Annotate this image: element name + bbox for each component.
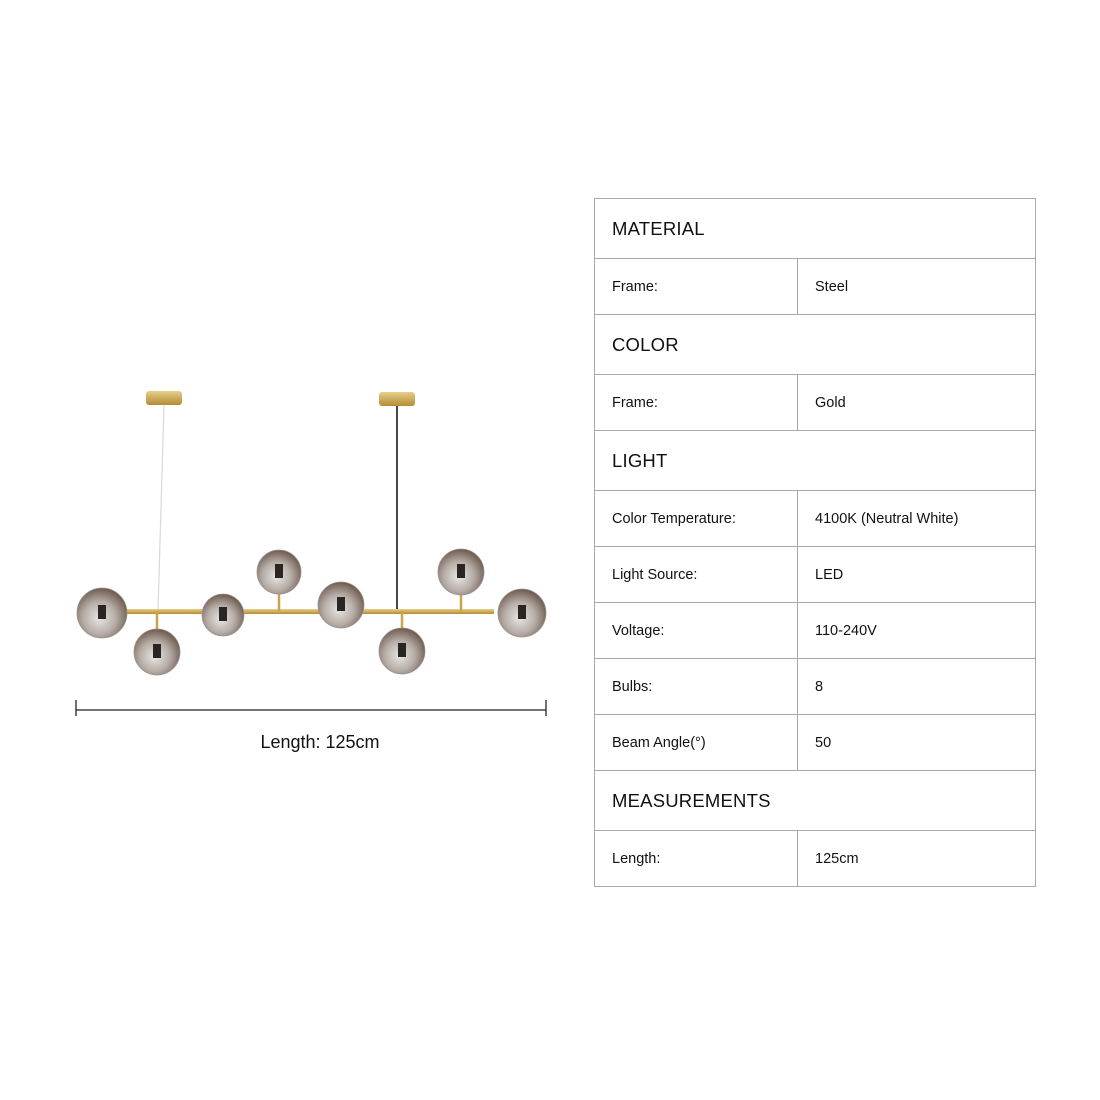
spec-value: Gold: [797, 374, 1036, 431]
spec-key: Bulbs:: [594, 658, 798, 715]
glass-globe: [437, 548, 485, 611]
spec-row: Frame: Gold: [594, 374, 1036, 431]
spec-key: Color Temperature:: [594, 490, 798, 547]
glass-globe: [76, 587, 128, 639]
spec-row: Color Temperature: 4100K (Neutral White): [594, 490, 1036, 547]
spec-value: Steel: [797, 258, 1036, 315]
spec-key: Beam Angle(°): [594, 714, 798, 771]
glass-globe: [497, 588, 547, 638]
chandelier-product-image: [75, 391, 547, 716]
spec-value: 8: [797, 658, 1036, 715]
section-header: MATERIAL: [594, 198, 1036, 259]
glass-globe: [378, 611, 426, 675]
spec-key: Length:: [594, 830, 798, 887]
section-title: MEASUREMENTS: [594, 770, 1036, 831]
spec-key: Voltage:: [594, 602, 798, 659]
glass-globe: [256, 549, 302, 611]
spec-row: Light Source: LED: [594, 546, 1036, 603]
spec-row: Length: 125cm: [594, 830, 1036, 887]
section-title: MATERIAL: [594, 198, 1036, 259]
section-title: LIGHT: [594, 430, 1036, 491]
spec-key: Frame:: [594, 258, 798, 315]
glass-globe: [317, 581, 365, 629]
section-header: MEASUREMENTS: [594, 770, 1036, 831]
spec-value: 110-240V: [797, 602, 1036, 659]
spec-value: 50: [797, 714, 1036, 771]
spec-row: Voltage: 110-240V: [594, 602, 1036, 659]
spec-key: Light Source:: [594, 546, 798, 603]
section-header: LIGHT: [594, 430, 1036, 491]
section-title: COLOR: [594, 314, 1036, 375]
spec-row: Bulbs: 8: [594, 658, 1036, 715]
spec-key: Frame:: [594, 374, 798, 431]
section-header: COLOR: [594, 314, 1036, 375]
glass-globe: [201, 593, 245, 637]
spec-row: Frame: Steel: [594, 258, 1036, 315]
glass-globe: [133, 611, 181, 676]
spec-value: 125cm: [797, 830, 1036, 887]
length-label: Length: 125cm: [260, 732, 380, 752]
spec-value: 4100K (Neutral White): [797, 490, 1036, 547]
spec-table: MATERIAL Frame: Steel COLOR Frame: Gold LIGHT C…: [594, 198, 1036, 887]
spec-value: LED: [797, 546, 1036, 603]
spec-row: Beam Angle(°) 50: [594, 714, 1036, 771]
